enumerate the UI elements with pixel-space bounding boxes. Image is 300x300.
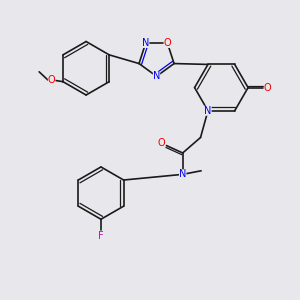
Text: N: N xyxy=(179,169,186,179)
Text: N: N xyxy=(142,38,149,48)
Text: F: F xyxy=(98,231,104,241)
Text: O: O xyxy=(164,38,171,48)
Text: N: N xyxy=(153,71,160,81)
Text: N: N xyxy=(204,106,211,116)
Text: O: O xyxy=(158,138,165,148)
Text: O: O xyxy=(48,75,56,85)
Text: O: O xyxy=(264,82,272,93)
